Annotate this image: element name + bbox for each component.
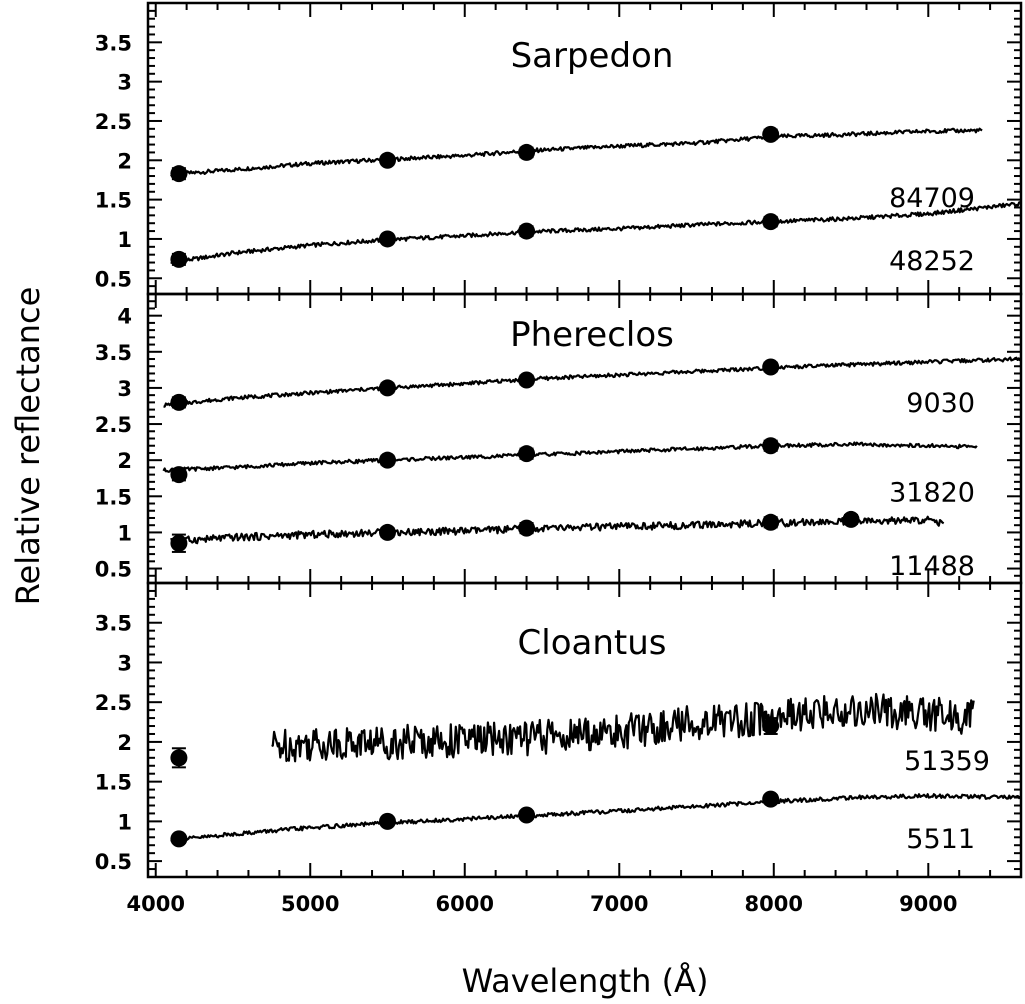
y-tick-label: 1	[117, 228, 132, 252]
y-tick-label: 3.5	[95, 612, 132, 636]
x-axis-title: Wavelength (Å)	[462, 962, 709, 1000]
spectrum-line-84709	[170, 127, 983, 178]
spectrum-line-5511	[170, 793, 1022, 843]
y-tick-label: 2	[117, 731, 132, 755]
y-tick-label: 3	[117, 377, 132, 401]
x-tick-label: 4000	[126, 892, 184, 916]
data-point	[170, 830, 188, 848]
data-point	[378, 523, 396, 541]
data-point	[518, 806, 536, 824]
y-tick-label: 4	[117, 305, 132, 329]
x-tick-label: 7000	[590, 892, 648, 916]
data-point	[762, 358, 780, 376]
x-tick-label: 5000	[281, 892, 339, 916]
data-point	[170, 466, 188, 484]
series-label: 48252	[889, 246, 975, 277]
panel-title: Cloantus	[518, 623, 667, 663]
y-tick-label: 3.5	[95, 341, 132, 365]
y-tick-label: 0.5	[95, 267, 132, 291]
x-tick-label: 8000	[745, 892, 803, 916]
data-point	[762, 125, 780, 143]
data-point	[378, 812, 396, 830]
data-point	[842, 510, 860, 528]
series-label: 51359	[904, 746, 990, 777]
y-tick-label: 3.5	[95, 31, 132, 55]
spectrum-line-48252	[170, 201, 1021, 265]
data-point	[170, 749, 188, 767]
data-point	[378, 230, 396, 248]
y-tick-label: 2	[117, 449, 132, 473]
series-label: 5511	[906, 824, 975, 855]
data-point	[518, 222, 536, 240]
data-point	[518, 143, 536, 161]
data-point	[518, 445, 536, 463]
series-label: 9030	[906, 388, 975, 419]
data-point	[518, 519, 536, 537]
panel-frame	[146, 581, 1023, 879]
y-tick-label: 2.5	[95, 110, 132, 134]
panel-title: Sarpedon	[511, 36, 674, 76]
series-label: 11488	[889, 551, 975, 582]
spectrum-line-9030	[163, 356, 1021, 408]
y-axis-title: Relative reflectance	[9, 287, 47, 606]
data-point	[518, 371, 536, 389]
data-point	[170, 250, 188, 268]
y-tick-label: 2.5	[95, 691, 132, 715]
spectrum-line-51359	[271, 692, 975, 763]
y-tick-label: 1	[117, 521, 132, 545]
y-tick-label: 2.5	[95, 413, 132, 437]
data-point	[762, 717, 780, 735]
series-label: 31820	[889, 478, 975, 509]
data-point	[762, 513, 780, 531]
x-tick-label: 9000	[899, 892, 957, 916]
x-tick-label: 6000	[436, 892, 494, 916]
panel-title: Phereclos	[510, 315, 674, 355]
y-tick-label: 3	[117, 71, 132, 95]
panel-1: 0.5 1 1.5 2 2.5 3 3.5 4 Phereclos 9030 31820 11488	[95, 292, 1023, 585]
y-tick-label: 0.5	[95, 850, 132, 874]
data-point	[170, 534, 188, 552]
panel-2: 0.5 1 1.5 2 2.5 3 3.5 4000 5000 6000 7000 8000 9000 C…	[95, 581, 1023, 916]
data-point	[762, 213, 780, 231]
y-tick-label: 3	[117, 651, 132, 675]
data-point	[378, 379, 396, 397]
chart-panels: 0.511.522.533.5 Sarpedon84709482520.511.5…	[95, 1, 1023, 916]
data-point	[762, 790, 780, 808]
data-point	[170, 393, 188, 411]
spectrum-line-11488	[170, 515, 945, 545]
spectrum-line-31820	[162, 441, 978, 473]
data-point	[170, 165, 188, 183]
y-tick-label: 1	[117, 810, 132, 834]
y-tick-label: 1.5	[95, 189, 132, 213]
data-point	[762, 437, 780, 455]
y-tick-label: 0.5	[95, 558, 132, 582]
y-tick-label: 1.5	[95, 485, 132, 509]
data-point	[378, 451, 396, 469]
y-tick-label: 2	[117, 149, 132, 173]
y-tick-label: 1.5	[95, 771, 132, 795]
data-point	[378, 151, 396, 169]
